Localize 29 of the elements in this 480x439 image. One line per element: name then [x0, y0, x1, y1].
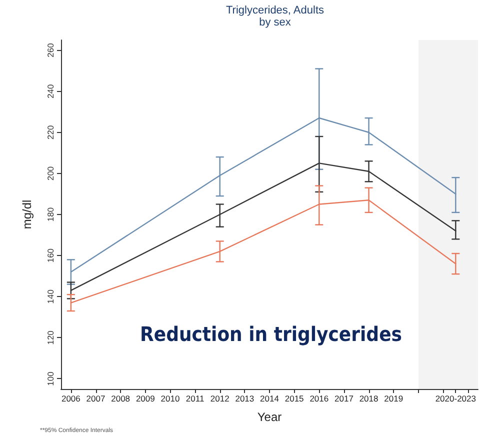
y-tick-label: 120 [46, 330, 56, 345]
y-tick-label: 240 [46, 84, 56, 98]
annotation: Reduction in triglycerides [140, 322, 402, 346]
x-tick-label: 2013 [235, 394, 254, 404]
x-tick-label: 2015 [284, 394, 304, 404]
x-tick-label: 2018 [359, 394, 379, 404]
y-tick-label: 100 [46, 371, 56, 386]
y-tick-label: 180 [46, 207, 56, 222]
x-tick-label: 2012 [210, 394, 230, 404]
x-axis-title: Year [257, 410, 282, 424]
x-tick-label: 2020-2023 [435, 394, 476, 404]
x-tick-label: 2009 [136, 394, 156, 404]
x-tick-label: 2006 [61, 394, 81, 404]
chart-title: Triglycerides, Adults [226, 4, 324, 16]
x-tick-label: 2019 [384, 394, 404, 404]
y-tick-label: 160 [46, 248, 56, 263]
y-tick-label: 140 [46, 289, 56, 304]
x-tick-label: 2017 [334, 394, 354, 404]
x-tick-label: 2011 [186, 394, 204, 404]
x-tick-label: 2008 [111, 394, 130, 404]
y-tick-label: 220 [46, 125, 56, 140]
x-tick-label: 2014 [260, 394, 280, 404]
chart-subtitle: by sex [259, 16, 292, 28]
x-tick-label: 2010 [160, 394, 180, 404]
x-tick-label: 2007 [86, 394, 106, 404]
y-tick-label: 200 [46, 166, 56, 181]
x-tick-label: 2016 [310, 394, 329, 404]
y-axis-title: mg/dl [20, 200, 34, 230]
y-tick-label: 260 [46, 42, 56, 58]
